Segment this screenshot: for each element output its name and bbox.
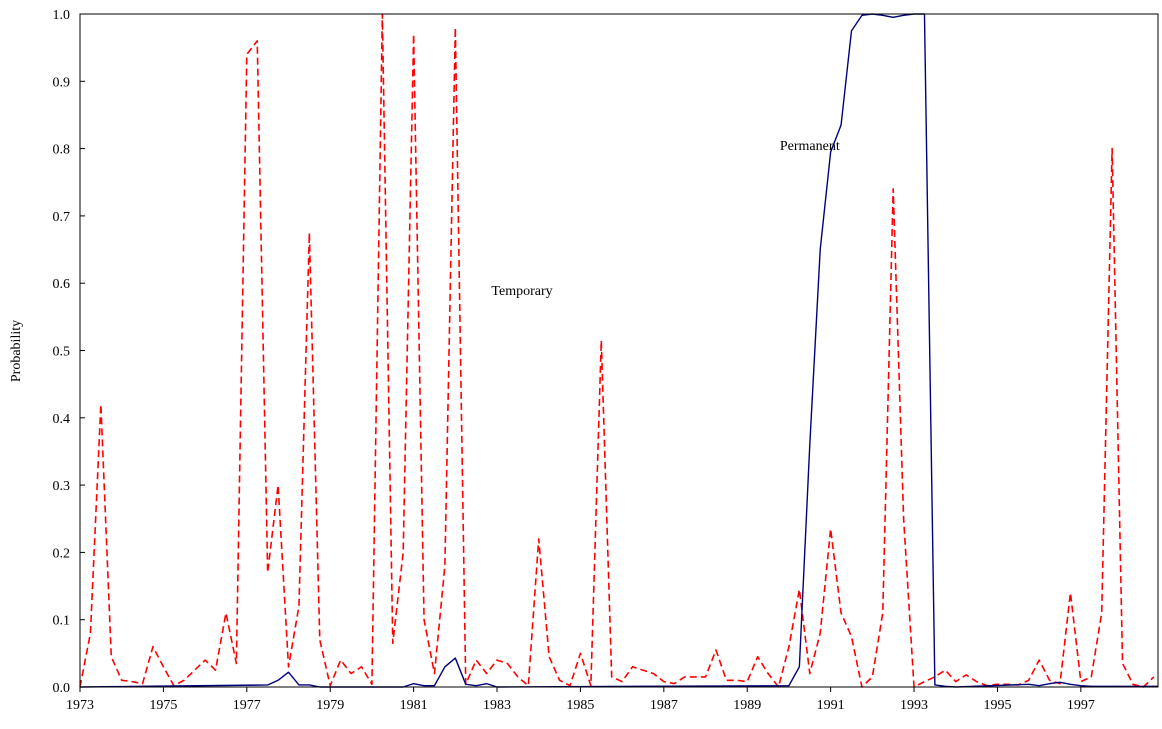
x-tick-label: 1979	[316, 698, 344, 713]
x-tick-label: 1989	[733, 698, 761, 713]
x-tick-label: 1985	[566, 698, 594, 713]
x-tick-label: 1987	[650, 698, 678, 713]
y-axis-label: Probability	[9, 320, 24, 382]
y-tick-label: 0.8	[53, 143, 71, 158]
y-tick-label: 0.1	[53, 614, 71, 629]
x-tick-label: 1975	[149, 698, 177, 713]
y-tick-label: 0.6	[53, 277, 71, 292]
y-tick-label: 0.9	[53, 75, 71, 90]
y-axis: 0.0 0.1 0.2 0.3 0.4 0.5 0.6 0.7 0.8 0.9 1.0	[53, 8, 85, 696]
annotations: Temporary Permanent	[491, 139, 839, 299]
series-annotation-label: Permanent	[780, 139, 840, 154]
x-tick-label: 1995	[983, 698, 1011, 713]
x-axis: 1973 1975 1977 1979 1981 1983 1985 1987 1989 1991…	[66, 687, 1095, 713]
series-annotation-label: Temporary	[491, 284, 552, 299]
x-tick-label: 1991	[817, 698, 845, 713]
x-tick-label: 1981	[400, 698, 428, 713]
plot-marks	[79, 13, 1158, 688]
y-tick-label: 0.2	[53, 546, 71, 561]
y-tick-label: 0.4	[53, 412, 71, 427]
x-tick-label: 1977	[233, 698, 261, 713]
y-tick-label: 0.7	[53, 210, 71, 225]
x-tick-label: 1983	[483, 698, 511, 713]
y-tick-label: 0.0	[53, 681, 71, 696]
x-tick-label: 1993	[900, 698, 928, 713]
y-tick-label: 0.5	[53, 345, 71, 360]
series-line-dashed	[79, 13, 1155, 688]
y-tick-label: 1.0	[53, 8, 71, 23]
x-tick-label: 1973	[66, 698, 94, 713]
x-tick-label: 1997	[1067, 698, 1095, 713]
y-tick-label: 0.3	[53, 479, 71, 494]
